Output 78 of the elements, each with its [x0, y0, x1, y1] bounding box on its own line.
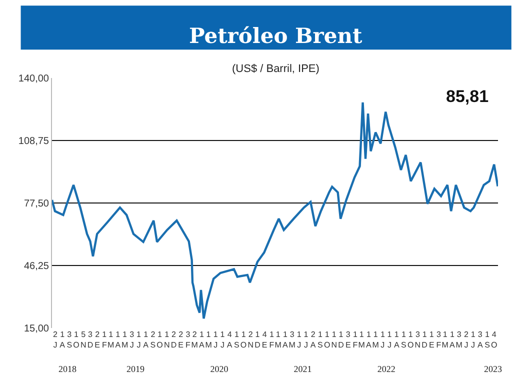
x-tick-label: 1 D — [338, 330, 344, 350]
x-tick-label: 3 S — [66, 330, 72, 350]
x-tick-label: 1 A — [282, 330, 289, 350]
x-tick-label: 3 D — [87, 330, 94, 350]
x-tick-label: 3 J — [130, 330, 135, 350]
x-tick-label: 1 A — [366, 330, 372, 350]
y-tick-label: 108,75 — [18, 136, 50, 147]
x-tick-label: 3 A — [477, 330, 484, 350]
x-tick-label: 1 N — [164, 330, 170, 350]
x-tick-label: 2 D — [170, 330, 177, 350]
x-tick-label: 1 J — [136, 330, 142, 350]
x-tick-label: 2 J — [464, 330, 469, 350]
x-tick-label: 1 M — [121, 330, 128, 350]
x-tick-label: 2 E — [94, 330, 100, 350]
y-tick-label: 140,00 — [18, 74, 50, 84]
x-tick-label: 1 S — [401, 330, 406, 350]
x-tick-label: 1 O — [324, 330, 330, 350]
x-tick-label: 1 S — [318, 330, 323, 350]
y-tick-label: 15,00 — [24, 323, 50, 334]
x-tick-label: 2 M — [191, 330, 198, 350]
annotation: 85,81 — [446, 87, 489, 106]
x-tick-label: 4 E — [262, 330, 268, 350]
x-tick-label: 1 M — [372, 330, 380, 350]
x-tick-label: 1 M — [205, 330, 212, 350]
x-tick-label: 4 A — [226, 330, 233, 350]
x2-tick-label: 2023 — [484, 364, 502, 374]
x-tick-label: 1 A — [60, 330, 66, 350]
x-tick-label: 1 N — [331, 330, 338, 350]
x-tick-label: 1 A — [143, 330, 150, 350]
x-tick-label: 1 S — [484, 330, 490, 350]
x-tick-label: 1 J — [304, 330, 309, 350]
x-tick-label: 1 S — [234, 330, 240, 350]
x-tick-label: 1 J — [220, 330, 226, 350]
x2-tick-label: 2022 — [377, 364, 396, 374]
x-tick-label: 1 M — [274, 330, 282, 350]
x-tick-label: 2 A — [310, 330, 316, 350]
x-tick-label: 1 F — [102, 330, 108, 350]
chart-subtitle: (US$ / Barril, IPE) — [232, 63, 320, 75]
x-tick-label: 2 J — [52, 330, 58, 350]
y-tick-label: 77,50 — [24, 198, 50, 210]
x-tick-label: 1 A — [450, 330, 456, 350]
x-tick-label: 1 M — [358, 330, 366, 350]
x-tick-label: 5 N — [80, 330, 86, 350]
x-tick-label: 1 J — [296, 330, 302, 350]
x-tick-label: 1 A — [198, 330, 205, 350]
x-tick-label: 1 O — [156, 330, 163, 350]
x2-tick-label: 2018 — [58, 364, 78, 374]
x-tick-label: 1 J — [380, 330, 386, 350]
x-tick-label: 1 F — [352, 330, 358, 350]
x-tick-label: 1 A — [115, 330, 122, 350]
x-tick-label: 1 J — [470, 330, 476, 350]
x-tick-label: 3 F — [436, 330, 442, 350]
x-tick-label: 2 E — [178, 330, 184, 350]
x-tick-label: 3 E — [345, 330, 351, 350]
x-tick-label: 4 O — [490, 330, 498, 350]
x-tick-label: 1 J — [213, 330, 218, 350]
x-tick-label: 3 N — [414, 330, 421, 350]
x-tick-label: 1 O — [73, 330, 80, 350]
x-tick-label: 2 S — [150, 330, 156, 350]
x-tick-label: 1 M — [107, 330, 114, 350]
x-tick-label: 1 J — [387, 330, 392, 350]
x-tick-label: 1 O — [240, 330, 247, 350]
x-tick-label: 1 E — [428, 330, 434, 350]
x-tick-label: 1 O — [407, 330, 414, 350]
x-tick-label: 1 F — [269, 330, 274, 350]
x-tick-label: 3 M — [288, 330, 296, 350]
x-tick-label: 1 A — [394, 330, 400, 350]
x-tick-label: 1 D — [254, 330, 261, 350]
x-tick-label: 3 M — [456, 330, 463, 350]
y-tick-label: 46,25 — [24, 260, 50, 272]
chart-title: Petróleo Brent — [189, 23, 362, 48]
x-tick-label: 3 F — [185, 330, 191, 350]
x-tick-label: 1 M — [442, 330, 449, 350]
x2-tick-label: 2020 — [210, 364, 229, 374]
x-tick-label: 1 D — [422, 330, 428, 350]
x2-tick-label: 2019 — [126, 364, 146, 374]
x2-tick-label: 2021 — [294, 364, 312, 374]
x-tick-label: 2 N — [248, 330, 254, 350]
